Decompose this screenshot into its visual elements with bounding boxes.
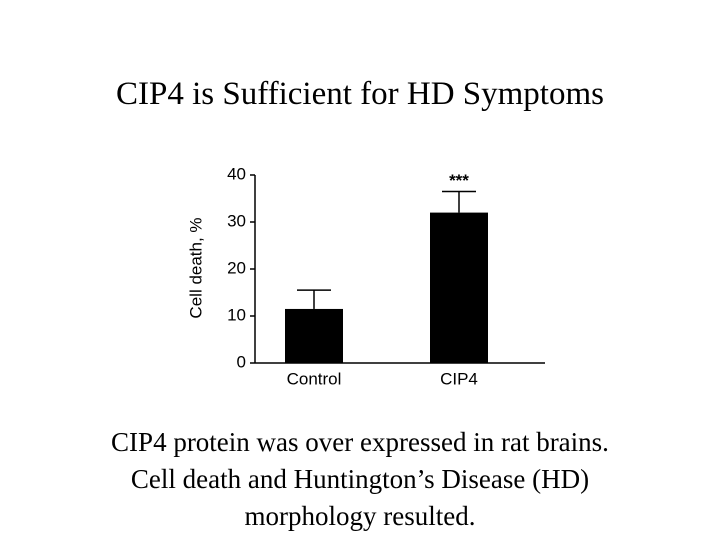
significance-annotation: ***	[449, 171, 469, 190]
x-tick-label: CIP4	[440, 369, 478, 388]
caption-line: Cell death and Huntington’s Disease (HD)	[130, 464, 590, 494]
bar	[430, 212, 488, 363]
bar	[285, 308, 343, 363]
caption-line: morphology resulted.	[244, 501, 476, 531]
slide-title: CIP4 is Sufficient for HD Symptoms	[116, 76, 604, 112]
y-tick-label: 40	[227, 164, 246, 183]
y-tick-label: 20	[227, 258, 246, 277]
y-tick-label: 30	[227, 211, 246, 230]
y-axis-label: Cell death, %	[186, 217, 205, 318]
x-tick-label: Control	[287, 369, 342, 388]
caption: CIP4 protein was over expressed in rat b…	[0, 424, 720, 535]
y-tick-label: 10	[227, 305, 246, 324]
y-tick-label: 0	[237, 352, 246, 371]
caption-line: CIP4 protein was over expressed in rat b…	[111, 427, 609, 457]
